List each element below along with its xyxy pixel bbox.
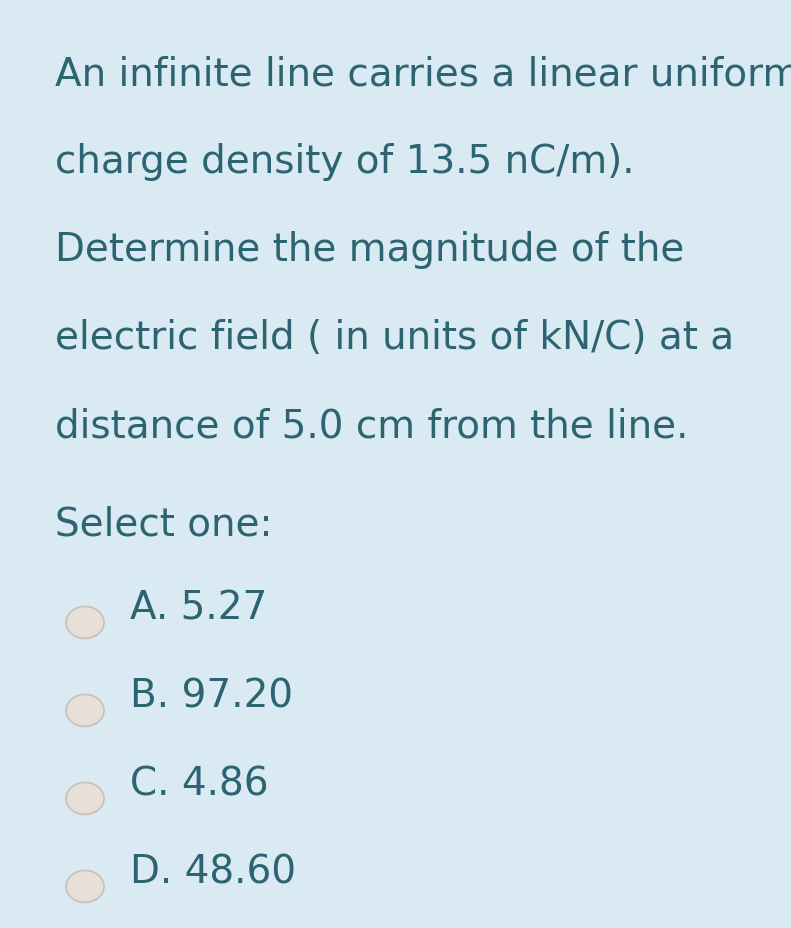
Ellipse shape — [66, 870, 104, 902]
Ellipse shape — [66, 607, 104, 638]
Text: charge density of 13.5 nC/m).: charge density of 13.5 nC/m). — [55, 143, 634, 181]
Ellipse shape — [66, 695, 104, 727]
Text: distance of 5.0 cm from the line.: distance of 5.0 cm from the line. — [55, 406, 688, 445]
Text: electric field ( in units of kN/C) at a: electric field ( in units of kN/C) at a — [55, 318, 734, 356]
Text: B. 97.20: B. 97.20 — [130, 677, 293, 715]
Text: A. 5.27: A. 5.27 — [130, 589, 267, 627]
Text: C. 4.86: C. 4.86 — [130, 766, 269, 803]
Text: Select one:: Select one: — [55, 505, 273, 542]
Text: D. 48.60: D. 48.60 — [130, 853, 296, 891]
Text: An infinite line carries a linear uniform: An infinite line carries a linear unifor… — [55, 55, 791, 93]
Text: Determine the magnitude of the: Determine the magnitude of the — [55, 231, 684, 269]
Ellipse shape — [66, 782, 104, 815]
